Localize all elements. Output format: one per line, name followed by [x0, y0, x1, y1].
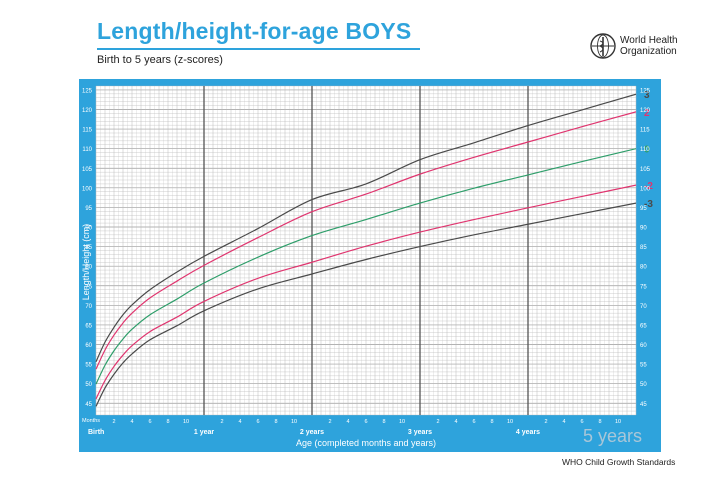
- month-tick-label: 8: [598, 419, 601, 425]
- y-tick-label-right: 95: [640, 206, 647, 212]
- y-tick-label-left: 55: [85, 363, 92, 369]
- page-subtitle: Birth to 5 years (z-scores): [97, 54, 223, 66]
- y-tick-label-left: 70: [85, 304, 92, 310]
- y-tick-label-right: 55: [640, 363, 647, 369]
- y-tick-label-left: 75: [85, 284, 92, 290]
- x-axis-label: Age (completed months and years): [296, 438, 436, 448]
- month-tick-label: 10: [291, 419, 297, 425]
- month-tick-label: 2: [328, 419, 331, 425]
- month-tick-label: 2: [436, 419, 439, 425]
- who-emblem-icon: [590, 33, 616, 59]
- month-tick-label: 4: [238, 419, 241, 425]
- year-tick-label: 4 years: [516, 429, 540, 436]
- z-score-curve-0: [95, 148, 637, 385]
- month-tick-label: 6: [580, 419, 583, 425]
- y-tick-label-left: 50: [85, 382, 92, 388]
- y-tick-label-left: 45: [85, 402, 92, 408]
- y-tick-label-right: 110: [640, 147, 650, 153]
- organization-name-line1: World Health: [620, 35, 678, 46]
- y-tick-label-right: 85: [640, 245, 647, 251]
- month-tick-label: 4: [562, 419, 565, 425]
- month-tick-label: 2: [220, 419, 223, 425]
- y-tick-label-right: 75: [640, 284, 647, 290]
- month-tick-label: 10: [183, 419, 189, 425]
- y-tick-label-left: 65: [85, 323, 92, 329]
- footer-standards: WHO Child Growth Standards: [562, 457, 676, 467]
- y-tick-label-left: 85: [85, 245, 92, 251]
- month-tick-label: 6: [256, 419, 259, 425]
- y-tick-label-left: 60: [85, 343, 92, 349]
- series-label: -2: [644, 181, 653, 192]
- month-tick-label: 8: [274, 419, 277, 425]
- series-label: 0: [644, 145, 650, 156]
- year-tick-label: Birth: [88, 429, 104, 436]
- y-tick-label-left: 125: [82, 88, 93, 94]
- month-tick-label: 10: [399, 419, 405, 425]
- month-tick-label: 4: [454, 419, 457, 425]
- axis-layer: 3 2 0 -2 -3 45 45 50 50 55 55 60 60 65 65 70 70 75 75 80 80 8…: [82, 88, 653, 436]
- y-tick-label-left: 95: [85, 206, 92, 212]
- y-tick-label-right: 100: [640, 186, 651, 192]
- y-tick-label-right: 60: [640, 343, 647, 349]
- series-layer: [95, 93, 637, 407]
- y-tick-label-right: 45: [640, 402, 647, 408]
- organization-name: World Health Organization: [620, 35, 678, 57]
- y-tick-label-right: 125: [640, 88, 651, 94]
- z-score-curve-2: [95, 111, 637, 370]
- y-tick-label-right: 70: [640, 304, 647, 310]
- series-label: 2: [644, 108, 650, 119]
- y-tick-label-right: 115: [640, 128, 650, 134]
- month-tick-label: 10: [615, 419, 621, 425]
- months-row-label: Months: [82, 418, 100, 424]
- month-tick-label: 6: [364, 419, 367, 425]
- z-score-curve-3: [95, 93, 637, 362]
- y-tick-label-left: 110: [82, 147, 92, 153]
- month-tick-label: 6: [148, 419, 151, 425]
- year-tick-label: 3 years: [408, 429, 432, 436]
- year-tick-label: 2 years: [300, 429, 324, 436]
- year-tick-label: 1 year: [194, 429, 215, 436]
- month-tick-label: 8: [166, 419, 169, 425]
- y-tick-label-right: 50: [640, 382, 647, 388]
- grid-layer: [95, 85, 637, 416]
- watermark-text: 5 years: [583, 426, 643, 446]
- month-tick-label: 8: [382, 419, 385, 425]
- y-tick-label-left: 120: [82, 108, 93, 114]
- y-tick-label-right: 65: [640, 323, 647, 329]
- y-tick-label-left: 115: [82, 128, 92, 134]
- y-tick-label-right: 120: [640, 108, 651, 114]
- y-axis-label: Length/Height (cm): [81, 224, 91, 301]
- y-tick-label-right: 80: [640, 265, 647, 271]
- month-tick-label: 2: [112, 419, 115, 425]
- month-tick-label: 6: [472, 419, 475, 425]
- title-underline: [97, 48, 420, 50]
- y-tick-label-left: 90: [85, 226, 92, 232]
- page-title: Length/height-for-age BOYS: [97, 18, 412, 44]
- y-tick-label-right: 90: [640, 226, 647, 232]
- y-tick-label-right: 105: [640, 167, 651, 173]
- month-tick-label: 10: [507, 419, 513, 425]
- organization-name-line2: Organization: [620, 46, 677, 57]
- month-tick-label: 4: [130, 419, 133, 425]
- z-score-curve-minus3: [95, 202, 637, 407]
- month-tick-label: 2: [544, 419, 547, 425]
- y-tick-label-left: 105: [82, 167, 93, 173]
- y-tick-label-left: 80: [85, 265, 92, 271]
- series-label: -3: [644, 199, 653, 210]
- z-score-curve-minus2: [95, 184, 637, 400]
- month-tick-label: 8: [490, 419, 493, 425]
- y-tick-label-left: 100: [82, 186, 93, 192]
- series-label: 3: [644, 90, 650, 101]
- month-tick-label: 4: [346, 419, 349, 425]
